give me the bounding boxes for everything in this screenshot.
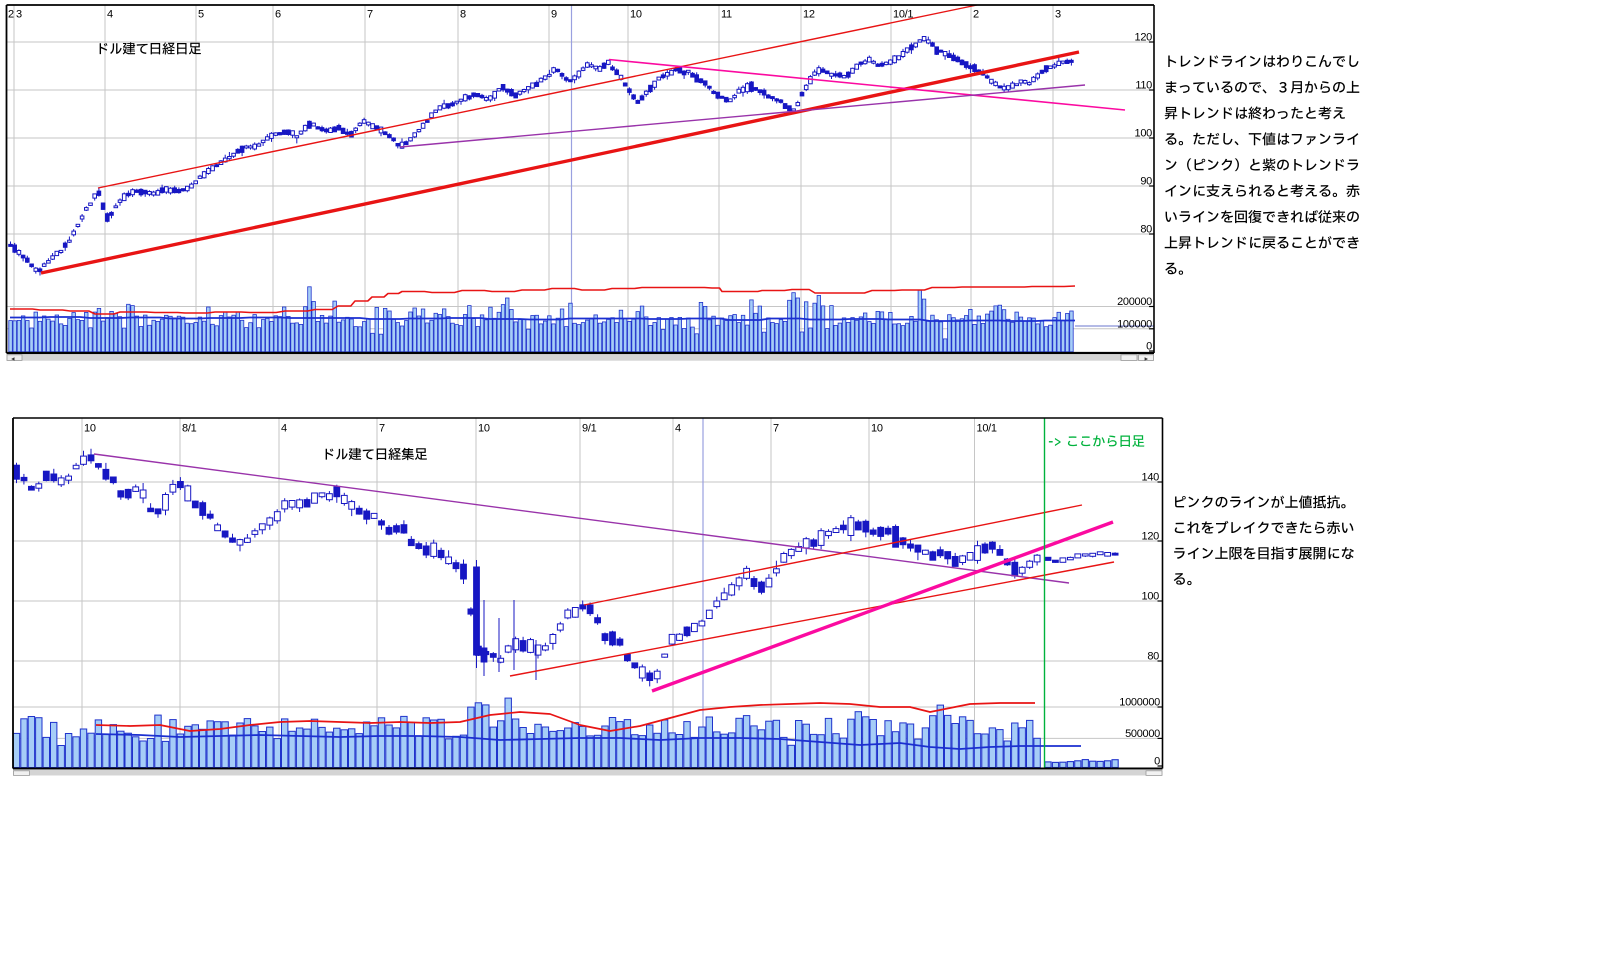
svg-text:100: 100 bbox=[1142, 591, 1160, 603]
svg-text:3: 3 bbox=[1055, 9, 1061, 21]
svg-text:10: 10 bbox=[871, 423, 883, 435]
svg-text:7: 7 bbox=[773, 423, 779, 435]
svg-text:0: 0 bbox=[1154, 756, 1160, 768]
svg-text:7: 7 bbox=[367, 9, 373, 21]
svg-text:500000: 500000 bbox=[1125, 728, 1160, 740]
svg-text:0: 0 bbox=[1146, 341, 1152, 353]
svg-text:200000: 200000 bbox=[1117, 296, 1152, 308]
svg-text:4: 4 bbox=[107, 9, 113, 21]
svg-text:10: 10 bbox=[84, 423, 96, 435]
svg-text:4: 4 bbox=[281, 423, 287, 435]
svg-text:100000: 100000 bbox=[1117, 318, 1152, 330]
svg-text:80: 80 bbox=[1140, 224, 1152, 236]
svg-text:100: 100 bbox=[1135, 128, 1153, 140]
svg-text:110: 110 bbox=[1135, 80, 1152, 92]
svg-text:120: 120 bbox=[1135, 32, 1153, 44]
svg-text:8/1: 8/1 bbox=[182, 423, 197, 435]
svg-text:11: 11 bbox=[721, 9, 732, 21]
svg-text:9/1: 9/1 bbox=[582, 423, 597, 435]
svg-text:2: 2 bbox=[8, 9, 14, 21]
svg-text:12: 12 bbox=[803, 9, 815, 21]
svg-text:3: 3 bbox=[16, 9, 22, 21]
svg-text:90: 90 bbox=[1140, 176, 1152, 188]
svg-text:1000000: 1000000 bbox=[1119, 697, 1160, 709]
svg-text:10/1: 10/1 bbox=[893, 9, 913, 21]
svg-text:120: 120 bbox=[1142, 531, 1160, 543]
svg-text:7: 7 bbox=[379, 423, 385, 435]
svg-text:10: 10 bbox=[630, 9, 642, 21]
svg-text:2: 2 bbox=[973, 9, 979, 21]
svg-text:6: 6 bbox=[275, 9, 281, 21]
svg-text:8: 8 bbox=[460, 9, 466, 21]
svg-text:140: 140 bbox=[1142, 472, 1160, 484]
svg-text:4: 4 bbox=[675, 423, 681, 435]
svg-text:80: 80 bbox=[1147, 651, 1159, 663]
svg-text:10: 10 bbox=[478, 423, 490, 435]
svg-text:9: 9 bbox=[551, 9, 557, 21]
svg-text:10/1: 10/1 bbox=[977, 423, 997, 435]
svg-text:5: 5 bbox=[198, 9, 204, 21]
